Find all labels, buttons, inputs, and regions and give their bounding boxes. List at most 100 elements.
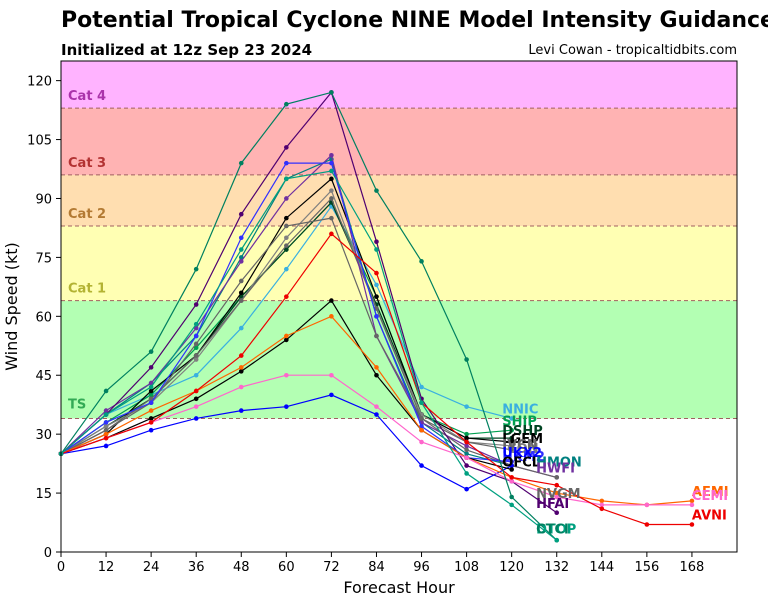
data-point-avni (509, 475, 514, 480)
x-tick-label: 120 (499, 560, 524, 575)
data-point-ctci (464, 357, 469, 362)
data-point-ctci (329, 90, 334, 95)
data-point-dtop (148, 384, 154, 390)
data-point-ukx2 (374, 412, 379, 417)
y-tick-label: 90 (35, 192, 52, 207)
data-point-dtop (509, 502, 514, 508)
data-point-avni (689, 522, 695, 527)
data-point-avni (148, 420, 154, 425)
data-point-icon (329, 188, 334, 193)
data-point-cemi (509, 478, 514, 484)
data-point-ivcn (329, 196, 334, 201)
data-point-nnic (238, 325, 244, 331)
data-point-avni (329, 231, 334, 237)
data-point-dtop (103, 412, 109, 417)
model-label-ukm2: UKM2 (502, 450, 545, 465)
data-point-hmon (238, 255, 244, 260)
chart-subtitle: Initialized at 12z Sep 23 2024 (61, 41, 313, 59)
y-tick-label: 75 (35, 251, 52, 266)
data-point-cemi (329, 372, 334, 378)
series-line-hfai (60, 91, 558, 514)
x-tick-label: 84 (368, 560, 385, 575)
data-point-avni (464, 439, 469, 445)
data-point-ofcl (329, 298, 334, 303)
data-point-avni (644, 522, 650, 527)
data-point-ctci (509, 494, 514, 500)
data-point-avni (193, 388, 199, 394)
data-point-ukm2 (103, 420, 109, 425)
x-tick-label: 36 (188, 560, 205, 575)
data-point-ukx2 (464, 486, 469, 492)
x-axis-label: Forecast Hour (343, 578, 455, 597)
data-point-ivcn (374, 306, 379, 311)
plot-frame (60, 60, 738, 553)
data-point-hfai (374, 239, 379, 244)
data-point-ukx2 (193, 416, 199, 421)
data-point-cemi (554, 494, 560, 500)
data-point-avni (103, 435, 109, 441)
model-label-dtop: DTOP (536, 522, 576, 537)
data-point-ukm2 (284, 160, 289, 166)
data-point-aemi (284, 333, 289, 339)
data-point-dtop (238, 247, 244, 252)
data-point-ukm2 (193, 333, 199, 339)
band-cat-3 (61, 108, 737, 175)
data-point-ukx2 (148, 427, 154, 433)
data-point-hwfi (148, 380, 154, 386)
model-label-ivcn: IVCN (502, 438, 537, 453)
band-label-cat-4: Cat 4 (68, 89, 106, 104)
data-point-cemi (238, 384, 244, 390)
data-point-cemi (193, 404, 199, 409)
data-point-nvgm (238, 278, 244, 284)
data-point-hfai (148, 365, 154, 370)
chart-credit: Levi Cowan - tropicaltidbits.com (528, 43, 737, 58)
data-point-nvgm (329, 215, 334, 221)
model-label-hmon: HMON (536, 456, 582, 471)
data-point-aemi (599, 498, 605, 504)
model-label-icon: ICON (502, 442, 538, 457)
data-point-dtop (284, 176, 289, 182)
data-point-ukx2 (238, 408, 244, 413)
data-point-ctci (238, 160, 244, 166)
data-point-nnic (284, 266, 289, 272)
y-tick-label: 120 (27, 75, 52, 90)
data-point-ukx2 (419, 463, 424, 468)
data-point-ukm2 (329, 160, 334, 166)
x-tick-label: 60 (278, 560, 295, 575)
data-point-dtop (374, 247, 379, 252)
band-cat-4 (61, 61, 737, 109)
chart-title: Potential Tropical Cyclone NINE Model In… (61, 8, 768, 33)
data-point-ofcl (193, 396, 199, 402)
data-point-ctci (284, 101, 289, 107)
data-point-lgem (509, 439, 514, 445)
data-point-cemi (419, 439, 424, 445)
band-label-cat-3: Cat 3 (68, 156, 106, 171)
data-point-ctci (374, 188, 379, 193)
data-point-icon (193, 357, 199, 362)
y-axis-label: Wind Speed (kt) (2, 242, 21, 371)
data-point-avni (554, 482, 560, 488)
data-point-aemi (103, 431, 109, 437)
data-point-nnic (509, 416, 514, 421)
data-point-hfai (238, 211, 244, 217)
data-point-avni (374, 270, 379, 276)
x-tick-label: 132 (544, 560, 569, 575)
data-point-lgem (329, 176, 334, 182)
data-point-hfai (193, 302, 199, 307)
model-label-aemi: AEMI (692, 485, 729, 500)
model-label-ofcl: OFCL (502, 456, 540, 471)
model-label-avni: AVNI (692, 509, 727, 524)
data-point-ukm2 (509, 459, 514, 464)
data-point-ship (193, 345, 199, 351)
data-point-hwfi (284, 196, 289, 201)
series-line-hwfi (60, 154, 557, 478)
x-tick-label: 12 (98, 560, 115, 575)
x-tick-label: 24 (143, 560, 160, 575)
data-point-ctci (419, 259, 424, 264)
y-tick-label: 30 (35, 428, 52, 443)
data-point-nnic (193, 372, 199, 378)
data-point-dtop (419, 400, 424, 406)
data-point-nvgm (464, 447, 469, 453)
model-label-lgem: LGEM (502, 432, 543, 447)
